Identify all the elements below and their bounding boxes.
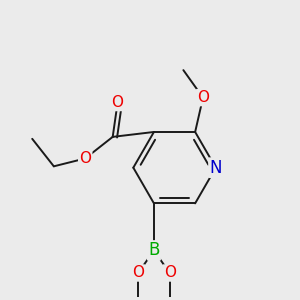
- Text: N: N: [209, 159, 222, 177]
- Text: O: O: [112, 95, 124, 110]
- Text: O: O: [164, 266, 176, 280]
- Text: O: O: [132, 266, 144, 280]
- Text: O: O: [79, 151, 91, 166]
- Text: O: O: [197, 90, 209, 105]
- Text: B: B: [148, 242, 160, 260]
